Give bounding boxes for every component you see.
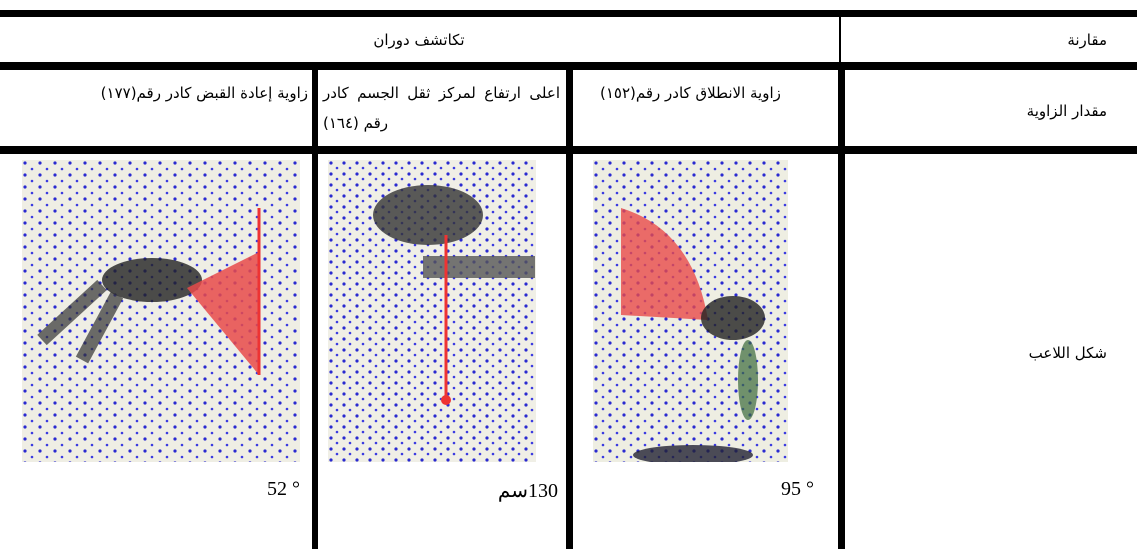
rule xyxy=(0,10,1137,17)
rule xyxy=(566,70,573,549)
rule xyxy=(838,70,845,549)
cell-text: 52 ° xyxy=(180,478,300,501)
rule xyxy=(839,17,841,62)
cell-text: زاوية إعادة القبض كادر رقم(١٧٧) xyxy=(8,78,308,108)
row-label: شكل اللاعب xyxy=(1029,338,1107,368)
player-image xyxy=(593,160,788,462)
cell-text: 130سم xyxy=(438,478,558,503)
row-label: مقدار الزاوية xyxy=(1027,96,1107,126)
player-image xyxy=(22,160,300,462)
rule xyxy=(0,62,1137,70)
cell-text: زاوية الانطلاق كادر رقم(١٥٢) xyxy=(600,78,820,108)
cell-text: 95 ° xyxy=(694,478,814,501)
player-image xyxy=(328,160,536,462)
rule xyxy=(312,70,318,549)
header-title: تكاتشف دوران xyxy=(0,25,838,55)
page: مقارنة تكاتشف دوران مقدار الزاوية زاوية … xyxy=(0,0,1137,549)
header-cell: مقارنة xyxy=(1067,25,1107,55)
cell-text: اعلى ارتفاع لمركز ثقل الجسم كادر رقم (١٦… xyxy=(323,78,560,138)
